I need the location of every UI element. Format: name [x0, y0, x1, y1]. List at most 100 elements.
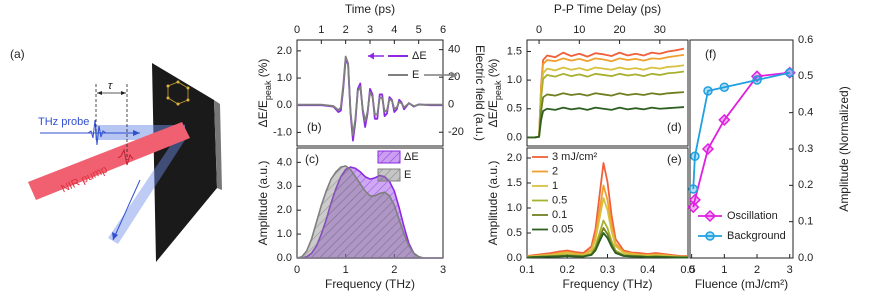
y-tick-label: 0.5	[507, 227, 522, 239]
y-tick-label: 0.0	[507, 252, 522, 264]
schematic: (a) τ THz probe NIR pump	[10, 47, 222, 262]
x-tick-label: 30	[654, 24, 666, 36]
y-tick-label: 0.3	[798, 143, 813, 155]
y2-axis-label: Electric field (a.u.)	[473, 45, 487, 141]
x-tick-label: 0.3	[600, 264, 615, 276]
y2-tick-label: -20	[448, 126, 464, 138]
panel-label: (f)	[705, 47, 716, 61]
x-tick-label: 4	[391, 24, 397, 36]
x-tick-label: 0.2	[560, 264, 575, 276]
y-tick-label: 2.0	[277, 204, 292, 216]
marker	[688, 193, 701, 206]
x-tick-label: 6	[440, 24, 446, 36]
y-axis-label-part: ΔE/E	[256, 100, 270, 127]
y-axis-label-part: peak	[493, 80, 503, 100]
marker	[703, 86, 713, 96]
x-axis-label: P-P Time Delay (ps)	[554, 2, 661, 16]
x-axis-label: Fluence (mJ/cm²)	[695, 277, 788, 291]
y-tick-label: 0.1	[798, 216, 813, 228]
legend-swatch	[377, 150, 401, 164]
arrowhead	[451, 71, 457, 79]
y-tick-label: 0.4	[798, 107, 813, 119]
legend-marker	[703, 209, 717, 223]
y-tick-label: 1.0	[277, 228, 292, 240]
x-tick-label: 1	[318, 24, 324, 36]
legend-label: ΔE	[412, 50, 427, 62]
legend-label: Oscillation	[727, 210, 778, 222]
sample-plate	[152, 63, 217, 262]
y-tick-label: 1.0	[507, 202, 522, 214]
marker	[688, 184, 699, 194]
atom	[176, 102, 180, 106]
marker	[701, 142, 715, 156]
panel-label: (e)	[667, 152, 682, 166]
y-tick-label: 1.0	[277, 72, 292, 84]
marker	[690, 151, 700, 162]
legend-marker	[705, 231, 715, 241]
x-axis-label: Frequency (THz)	[325, 277, 415, 291]
y-tick-label: 4.0	[277, 156, 292, 168]
series-line	[526, 197, 688, 258]
arrowhead	[368, 52, 374, 60]
probe-label: THz probe	[38, 116, 89, 128]
y-tick-label: 0.5	[507, 103, 522, 115]
atom	[186, 86, 190, 90]
series-area	[296, 165, 443, 259]
y-tick-label: 0.0	[798, 252, 813, 264]
y-tick-label: 1.5	[507, 177, 522, 189]
panel-label: (b)	[307, 120, 322, 134]
x-tick-label: 1	[721, 264, 727, 276]
series-line	[692, 71, 790, 190]
x-tick-label: 0	[294, 264, 300, 276]
series-line	[297, 55, 443, 136]
x-tick-label: 3	[440, 264, 446, 276]
y-axis-label: Amplitude (Normalized)	[837, 86, 851, 211]
y2-tick-label: 40	[448, 44, 460, 56]
x-tick-label: 3	[367, 24, 373, 36]
marker	[718, 113, 731, 126]
x-tick-label: 1	[343, 264, 349, 276]
legend-label: E	[404, 169, 411, 181]
x-tick-label: 2	[391, 264, 397, 276]
x-tick-label: 0	[294, 24, 300, 36]
y-axis-label-part: ΔE/E	[486, 100, 500, 127]
legend-label: Background	[727, 230, 786, 242]
y-tick-label: 0.0	[277, 99, 292, 111]
marker	[719, 82, 730, 92]
y-tick-label: 2.0	[507, 152, 522, 164]
legend-swatch	[377, 168, 401, 182]
y2-tick-label: 0	[448, 99, 454, 111]
y-axis-label-part: peak	[263, 80, 273, 100]
y-tick-label: 1.5	[507, 45, 522, 57]
y-axis-label: ΔE/Epeak (%)	[486, 59, 503, 128]
y-tick-label: 0.5	[798, 70, 813, 82]
panel-label: (d)	[667, 120, 682, 134]
legend-label: E	[412, 69, 419, 81]
legend-label: 1	[552, 180, 558, 192]
atom	[186, 98, 190, 102]
reflected-beam	[108, 124, 185, 244]
y-tick-label: 0.6	[798, 34, 813, 46]
x-tick-label: 0	[689, 264, 695, 276]
x-tick-label: 2	[343, 24, 349, 36]
legend-label: 0.5	[552, 194, 567, 206]
y-axis-label-part: (%)	[486, 59, 500, 81]
y-tick-label: 0.0	[277, 252, 292, 264]
legend-label: ΔE	[404, 151, 419, 163]
series-line	[527, 91, 685, 139]
legend-label: 0.05	[552, 223, 573, 235]
atom	[176, 80, 180, 84]
atom	[166, 96, 170, 100]
atom	[166, 84, 170, 88]
x-axis-label: Time (ps)	[345, 2, 395, 16]
panel-label: (a)	[10, 47, 25, 61]
x-tick-label: 2	[754, 264, 760, 276]
plate-edge	[214, 100, 222, 190]
plot-frame	[526, 39, 689, 147]
marker	[784, 67, 795, 78]
y-tick-label: 3.0	[277, 180, 292, 192]
series-line	[527, 106, 685, 139]
y-tick-label: 2.0	[277, 45, 292, 57]
y-axis-label: Amplitude (a.u.)	[256, 161, 270, 246]
